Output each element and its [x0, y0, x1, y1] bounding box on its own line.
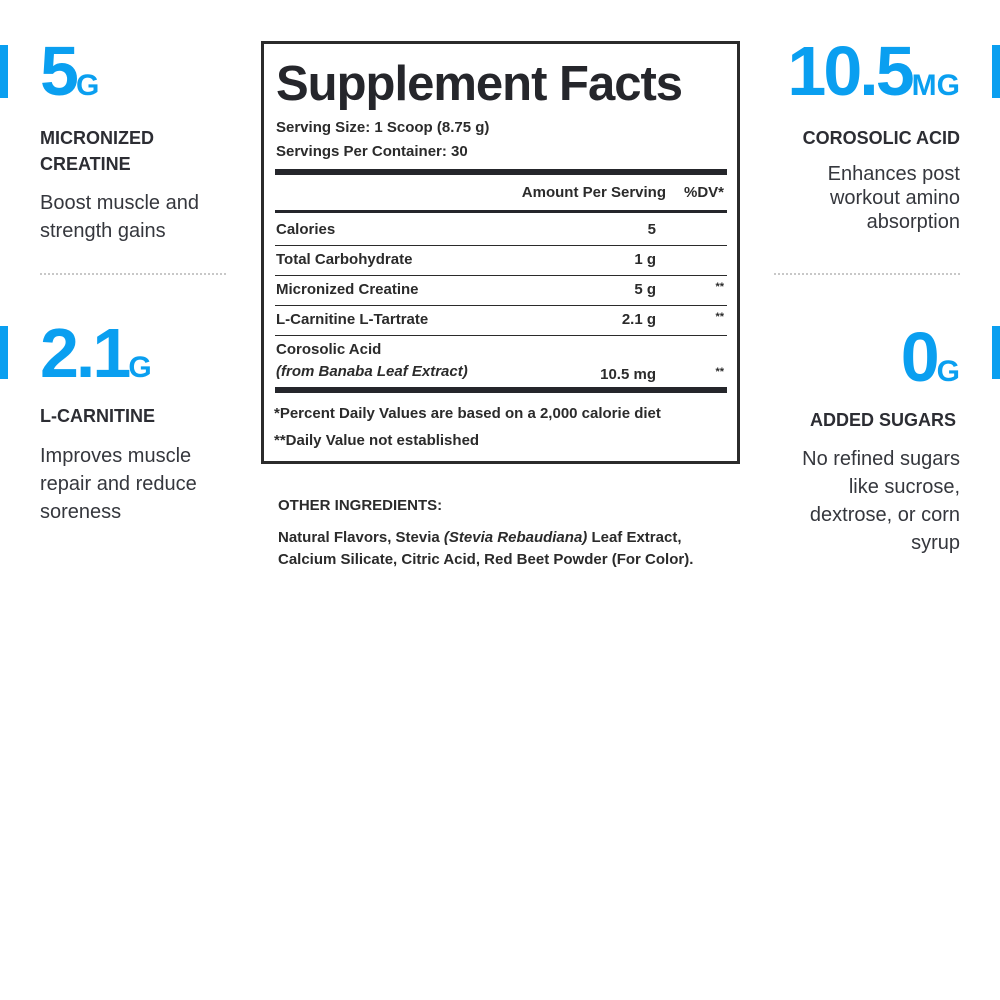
stat-sugars: 0G ADDED SUGARS No refined sugars like su…: [740, 322, 960, 557]
panel-title: Supplement Facts: [276, 57, 683, 111]
footnote: **Daily Value not established: [274, 432, 480, 449]
stat-description: Boost muscle and strength gains: [40, 192, 199, 242]
divider: [275, 305, 727, 306]
stat-description: Improves muscle repair and reduce soreness: [40, 445, 197, 523]
divider: [275, 387, 727, 393]
other-ingredients-heading: OTHER INGREDIENTS:: [278, 497, 443, 514]
table-row: L-Carnitine L-Tartrate 2.1 g **: [276, 311, 724, 328]
accent-bar: [0, 45, 8, 98]
stat-value: 10.5MG: [787, 32, 960, 110]
stat-label: MICRONIZED CREATINE: [40, 128, 154, 174]
accent-bar: [992, 45, 1000, 98]
divider: [275, 169, 727, 175]
table-row-sub: (from Banaba Leaf Extract) 10.5 mg **: [276, 363, 724, 383]
stat-label: ADDED SUGARS: [809, 410, 956, 430]
stat-carnitine: 2.1G L-CARNITINE Improves muscle repair a…: [40, 318, 240, 526]
divider: [275, 335, 727, 336]
stat-value: 5G: [40, 32, 100, 110]
table-row: Corosolic Acid: [276, 341, 382, 358]
table-row: Calories 5: [276, 221, 656, 238]
divider: [275, 210, 727, 213]
divider: [275, 245, 727, 246]
serving-size: Serving Size: 1 Scoop (8.75 g): [276, 119, 490, 136]
stat-label: L-CARNITINE: [40, 406, 155, 426]
divider: [40, 273, 226, 275]
supplement-facts-panel: Supplement Facts Serving Size: 1 Scoop (…: [261, 41, 740, 464]
other-ingredients-text: Natural Flavors, Stevia (Stevia Rebaudia…: [278, 529, 694, 568]
divider: [275, 275, 727, 276]
stat-value: 0G: [900, 318, 960, 396]
divider: [774, 273, 960, 275]
stat-creatine: 5G MICRONIZED CREATINE Boost muscle and st…: [40, 36, 240, 245]
table-row: Total Carbohydrate 1 g: [276, 251, 656, 268]
footnote: *Percent Daily Values are based on a 2,0…: [274, 405, 661, 422]
stat-corosolic: 10.5MG COROSOLIC ACID Enhances post worko…: [740, 36, 960, 234]
servings-per-container: Servings Per Container: 30: [276, 143, 468, 160]
accent-bar: [992, 326, 1000, 379]
stat-label: COROSOLIC ACID: [802, 128, 960, 148]
stat-description: Enhances post workout amino absorption: [827, 163, 960, 233]
table-row: Micronized Creatine 5 g **: [276, 281, 724, 298]
accent-bar: [0, 326, 8, 379]
stat-description: No refined sugars like sucrose, dextrose, …: [802, 448, 960, 554]
stat-value: 2.1G: [40, 314, 152, 392]
